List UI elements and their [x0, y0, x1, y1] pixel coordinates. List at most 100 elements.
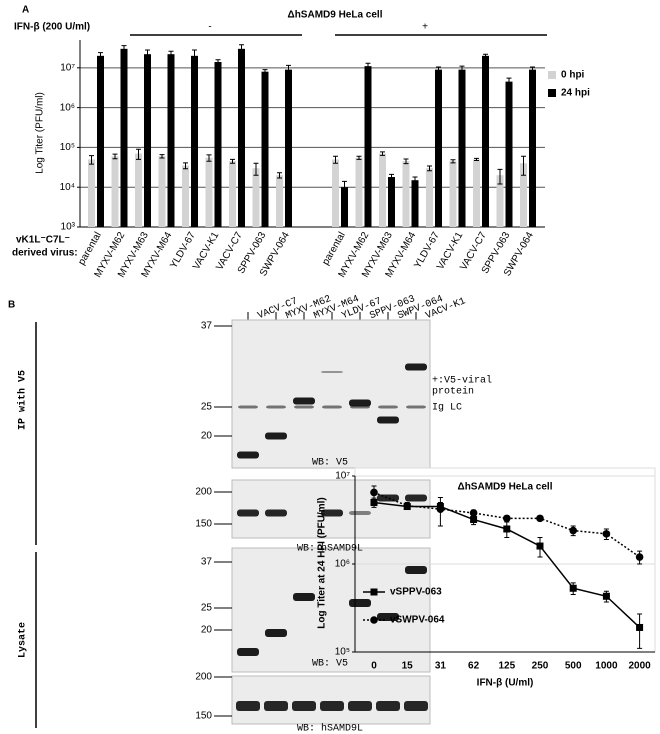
- marker: [635, 553, 644, 561]
- chart-title: ΔhSAMD9 HeLa cell: [288, 10, 383, 21]
- band: [405, 566, 427, 574]
- band: [377, 494, 399, 502]
- blot-image: [231, 479, 431, 539]
- x-tick-label: 125: [498, 661, 515, 672]
- band: [266, 405, 286, 409]
- band: [376, 701, 400, 711]
- bar: [496, 175, 504, 227]
- bar: [411, 180, 419, 227]
- y-tick-label: 10³: [61, 222, 76, 233]
- legend-label: vSWPV-064: [390, 615, 445, 626]
- bar: [341, 187, 348, 227]
- band: [348, 701, 372, 711]
- band: [294, 405, 314, 409]
- note: Ig LC: [432, 403, 462, 414]
- error-bar: [403, 158, 409, 165]
- marker: [370, 498, 378, 506]
- band: [237, 451, 259, 459]
- legend-swatch: [548, 89, 556, 97]
- bar: [111, 156, 119, 227]
- bar: [426, 168, 433, 227]
- band: [236, 701, 260, 711]
- marker: [469, 509, 478, 517]
- band: [377, 613, 399, 621]
- y-axis-label: Log Titer (PFU/ml): [35, 92, 46, 174]
- x-tick-label: 31: [435, 661, 447, 672]
- error-bar: [389, 173, 394, 181]
- note: +:V5-viral: [432, 375, 492, 387]
- error-bar: [192, 49, 197, 66]
- error-bar: [230, 158, 235, 164]
- marker: [569, 526, 577, 535]
- error-bar: [450, 159, 456, 164]
- bar: [238, 48, 245, 228]
- group-label: +: [422, 22, 428, 33]
- bar: [205, 157, 213, 227]
- band: [264, 701, 288, 711]
- legend-label: 0 hpi: [561, 70, 585, 81]
- band: [378, 405, 398, 409]
- bar: [276, 175, 283, 227]
- error-bar: [459, 65, 465, 75]
- x-tick-label: 15: [402, 661, 414, 672]
- marker: [536, 514, 544, 523]
- bar: [135, 153, 142, 227]
- probe-label: WB: V5: [312, 458, 348, 469]
- bar: [379, 153, 386, 227]
- bar: [332, 159, 339, 227]
- bar: [402, 161, 410, 227]
- error-bar: [427, 165, 432, 172]
- x-tick-label: 250: [532, 661, 549, 672]
- y-tick-label: 10⁴: [60, 182, 75, 193]
- chart-title: ΔhSAMD9 HeLa cell: [458, 482, 553, 493]
- error-bar: [89, 155, 94, 165]
- band: [377, 416, 399, 424]
- error-bar: [286, 64, 291, 76]
- bar: [88, 159, 95, 227]
- legend-label: vSPPV-063: [390, 587, 442, 598]
- bar: [97, 55, 104, 228]
- mw-marker: 25: [201, 603, 213, 614]
- error-bar: [262, 69, 268, 75]
- y-tick-label: 10⁷: [60, 62, 75, 73]
- probe-label: WB: V5: [312, 659, 348, 670]
- error-bar: [136, 148, 141, 160]
- bar: [252, 168, 260, 227]
- error-bar: [121, 45, 127, 54]
- bar: [191, 55, 198, 228]
- band: [237, 648, 259, 656]
- x-axis-label: IFN-β (U/ml): [477, 678, 534, 689]
- mw-marker: 150: [195, 711, 212, 722]
- marker: [403, 501, 412, 510]
- x-axis-label: vK1L⁻C7L⁻: [16, 235, 70, 246]
- y-axis-label: Log Titer at 24 HPI (PFU/ml): [317, 497, 328, 629]
- band: [320, 701, 344, 711]
- marker: [503, 525, 511, 533]
- marker: [470, 516, 478, 524]
- marker: [503, 514, 511, 523]
- legend-swatch: [548, 71, 556, 79]
- error-bar: [637, 613, 643, 649]
- panel-label: A: [22, 5, 29, 16]
- error-bar: [168, 50, 174, 59]
- x-tick-label: 1000: [595, 661, 618, 672]
- band: [321, 509, 343, 517]
- band: [405, 494, 427, 502]
- mw-marker: 150: [195, 519, 212, 530]
- error-bar: [253, 162, 259, 176]
- blot-image: [231, 675, 431, 725]
- error-bar: [506, 77, 512, 87]
- error-bar: [365, 62, 371, 71]
- note: protein: [432, 386, 474, 398]
- y-tick-label: 10⁵: [60, 142, 75, 153]
- bar: [355, 157, 363, 227]
- mw-marker: 25: [201, 402, 213, 413]
- band: [265, 629, 287, 637]
- marker: [602, 530, 611, 538]
- x-tick-label: 500: [565, 661, 582, 672]
- x-axis-label: derived virus:: [12, 248, 78, 259]
- band: [322, 405, 342, 409]
- band: [293, 593, 315, 601]
- bar: [364, 66, 372, 227]
